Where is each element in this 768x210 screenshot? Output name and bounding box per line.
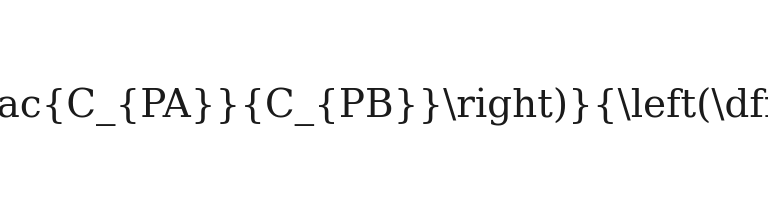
Text: \alpha_{AB}= \dfrac{\left(\dfrac{C_{PA}}{C_{PB}}\right)}{\left(\dfrac{C_{RA}}{C_: \alpha_{AB}= \dfrac{\left(\dfrac{C_{PA}}… [0,87,768,126]
